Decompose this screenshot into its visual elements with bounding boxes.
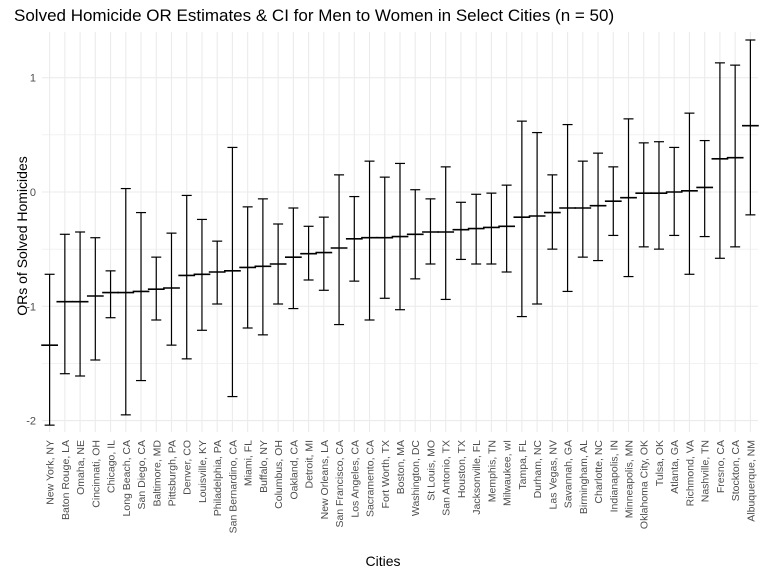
x-tick-label: Pittsburgh, PA bbox=[166, 440, 178, 506]
x-tick-label: Long Beach, CA bbox=[121, 440, 133, 516]
x-tick-label: Cincinnati, OH bbox=[90, 440, 102, 508]
x-tick-label: Miami, FL bbox=[243, 440, 255, 486]
x-tick-label: Charlotte, NC bbox=[593, 440, 605, 504]
x-tick-label: Fort Worth, TX bbox=[380, 440, 392, 508]
x-tick-label: Omaha, NE bbox=[75, 440, 87, 495]
x-tick-label: Chicago, IL bbox=[106, 440, 118, 493]
x-tick-label: San Francisco, CA bbox=[334, 440, 346, 528]
y-tick-label: -1 bbox=[26, 301, 36, 313]
x-tick-label: Jacksonville, FL bbox=[471, 440, 483, 515]
x-tick-label: Tulsa, OK bbox=[654, 440, 666, 486]
x-tick-label: New Orleans, LA bbox=[319, 440, 331, 519]
x-tick-label: Sacramento, CA bbox=[365, 440, 377, 517]
x-tick-label: Los Angeles, CA bbox=[349, 440, 361, 518]
x-tick-label: Stockton, CA bbox=[730, 440, 742, 501]
x-tick-label: Washington, DC bbox=[410, 440, 422, 516]
x-tick-label: Albuquerque, NM bbox=[745, 440, 757, 522]
x-tick-label: Las Vegas, NV bbox=[547, 440, 559, 509]
chart-title: Solved Homicide OR Estimates & CI for Me… bbox=[14, 6, 615, 25]
x-tick-label: Fresno, CA bbox=[715, 440, 727, 493]
x-tick-label: Houston, TX bbox=[456, 440, 468, 498]
x-tick-label: St Louis, MO bbox=[425, 440, 437, 501]
x-tick-label: Baltimore, MD bbox=[151, 440, 163, 507]
error-bars bbox=[41, 39, 759, 426]
x-tick-label: Detroit, MI bbox=[304, 440, 316, 488]
x-tick-label: Savannah, GA bbox=[563, 440, 575, 508]
x-tick-labels: New York, NY Baton Rouge, LA Omaha, NE Cinc… bbox=[45, 440, 758, 534]
x-tick-label: Indianapolis, IN bbox=[608, 440, 620, 512]
x-tick-label: Louisville, KY bbox=[197, 440, 209, 503]
x-tick-label: San Antonio, TX bbox=[441, 440, 453, 516]
x-tick-label: Buffalo, NY bbox=[258, 440, 270, 493]
x-tick-label: Minneapolis, MN bbox=[624, 440, 636, 518]
x-tick-label: Memphis, TN bbox=[486, 440, 498, 502]
x-tick-label: San Bernardino, CA bbox=[227, 440, 239, 533]
x-tick-label: Denver, CO bbox=[182, 440, 194, 495]
y-tick-label: -2 bbox=[26, 416, 36, 428]
x-axis-title: Cities bbox=[365, 553, 401, 569]
x-tick-label: Atlanta, GA bbox=[669, 440, 681, 494]
x-tick-label: San Diego, CA bbox=[136, 440, 148, 509]
x-tick-label: Philadelphia, PA bbox=[212, 440, 224, 516]
x-tick-label: Birmingham, AL bbox=[578, 440, 590, 514]
x-tick-label: Durham, NC bbox=[532, 440, 544, 499]
x-tick-label: New York, NY bbox=[45, 440, 57, 505]
x-tick-label: Tampa, FL bbox=[517, 440, 529, 490]
x-tick-label: Oakland, CA bbox=[288, 440, 300, 500]
y-tick-labels: -2 -1 0 1 bbox=[26, 73, 36, 428]
x-tick-label: Boston, MA bbox=[395, 440, 407, 494]
x-tick-label: Columbus, OH bbox=[273, 440, 285, 509]
x-tick-label: Richmond, VA bbox=[684, 440, 696, 506]
x-tick-label: Milwaukee, wI bbox=[502, 440, 514, 506]
y-tick-label: 0 bbox=[30, 187, 36, 199]
x-tick-label: Baton Rouge, LA bbox=[60, 440, 72, 520]
x-tick-label: Nashville, TN bbox=[700, 440, 712, 502]
y-tick-label: 1 bbox=[30, 73, 36, 85]
y-axis-title: ORs of Solved Homicides bbox=[14, 156, 30, 316]
x-tick-label: Oklahoma City, OK bbox=[639, 440, 651, 529]
